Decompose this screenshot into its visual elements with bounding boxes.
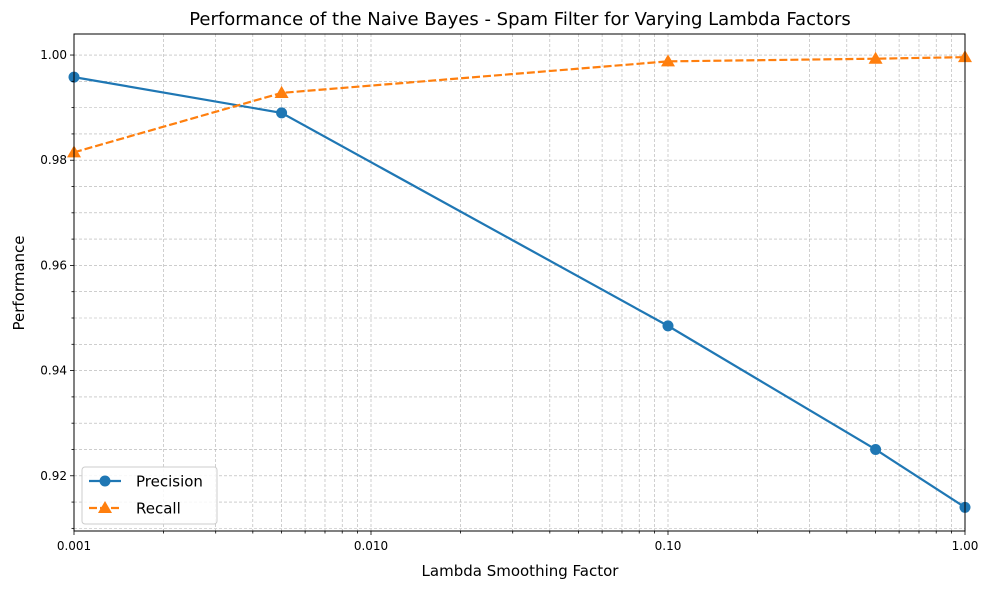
y-tick-label: 0.96 xyxy=(40,258,67,272)
legend: Precision Recall xyxy=(81,466,218,525)
y-tick-label: 0.98 xyxy=(40,153,67,167)
recall-line xyxy=(73,56,966,154)
x-tick-label: 0.010 xyxy=(354,539,388,553)
legend-marker-precision xyxy=(99,475,111,487)
recall-point xyxy=(868,51,883,64)
legend-label-recall: Recall xyxy=(136,500,181,518)
grid xyxy=(73,34,965,531)
plot-frame xyxy=(73,33,966,532)
recall-point xyxy=(661,54,675,67)
chart-title: Performance of the Naive Bayes - Spam Fi… xyxy=(189,9,851,30)
recall-point xyxy=(274,85,289,98)
y-tick-label: 1.00 xyxy=(40,48,67,62)
legend-label-precision: Precision xyxy=(136,473,203,491)
series-precision xyxy=(68,71,971,513)
x-axis-label: Lambda Smoothing Factor xyxy=(422,562,620,580)
precision-point xyxy=(276,107,288,119)
x-tick-label: 1.00 xyxy=(952,539,979,553)
x-tick-label: 0.001 xyxy=(57,539,91,553)
ticks: 0.001 0.010 0.10 1.00 0.92 0.94 0.96 0.98 1.00 xyxy=(40,48,978,553)
precision-point xyxy=(662,320,674,332)
legend-marker-recall xyxy=(98,501,112,514)
x-tick-label: 0.10 xyxy=(655,539,682,553)
y-tick-label: 0.94 xyxy=(40,364,67,378)
y-tick-label: 0.92 xyxy=(40,469,67,483)
y-axis-label: Performance xyxy=(10,235,28,330)
precision-point xyxy=(870,443,882,455)
